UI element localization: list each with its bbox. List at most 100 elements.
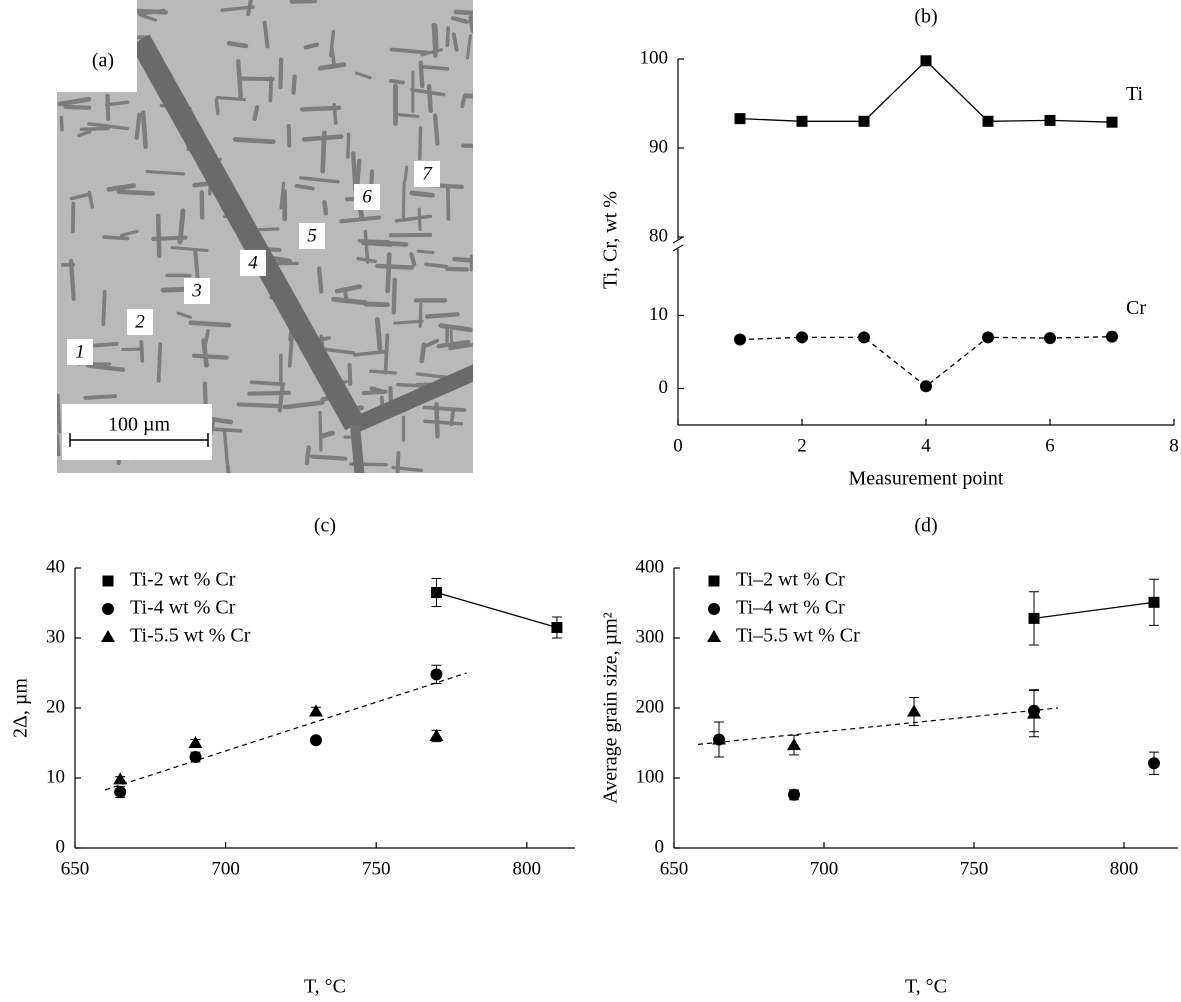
lamella	[463, 146, 495, 147]
legend-marker	[101, 630, 115, 642]
lamella	[422, 67, 447, 69]
y-tick-label: 20	[46, 696, 65, 717]
lamella	[391, 81, 403, 82]
point-label: 6	[362, 186, 372, 207]
x-tick-label: 750	[362, 858, 391, 879]
lamella	[334, 105, 336, 123]
marker	[858, 331, 870, 343]
x-tick-label: 700	[810, 858, 839, 879]
boundary	[355, 425, 360, 480]
series-line	[1034, 602, 1154, 618]
lamella	[454, 259, 482, 261]
marker	[787, 738, 801, 750]
lamella	[229, 43, 246, 46]
lamella	[320, 413, 321, 451]
lamella	[143, 113, 145, 147]
lamella	[297, 186, 313, 189]
chart-title: (d)	[914, 515, 937, 537]
legend-marker	[708, 603, 720, 615]
lamella	[92, 46, 115, 48]
lamella	[280, 387, 283, 410]
y-axis-label: 2Δ, µm	[10, 678, 32, 738]
lamella	[324, 202, 326, 213]
marker	[1107, 117, 1118, 128]
y-tick-label: 90	[649, 136, 668, 157]
series-label: Cr	[1126, 297, 1146, 319]
lamella	[322, 433, 333, 436]
marker	[310, 734, 322, 746]
micrograph: (a) 100 µm 1234567	[57, 0, 495, 489]
lamella	[280, 60, 281, 87]
lamella	[353, 153, 355, 189]
marker	[1106, 331, 1118, 343]
lamella	[312, 457, 345, 459]
lamella	[420, 305, 421, 327]
fit-line	[698, 708, 1058, 744]
lamella	[378, 243, 406, 245]
legend-label: Ti–2 wt % Cr	[736, 569, 845, 591]
lamella	[418, 251, 433, 252]
lamella	[158, 216, 159, 256]
x-tick-label: 4	[921, 435, 931, 456]
lamella	[255, 107, 257, 119]
legend-label: Ti–4 wt % Cr	[736, 597, 845, 619]
chart-panel: 6507007508000100200300400(d)T, °CAverage…	[600, 515, 1178, 998]
lamella	[216, 100, 218, 113]
x-axis-label: T, °C	[304, 976, 346, 998]
lamella	[270, 78, 271, 100]
lamella	[238, 61, 240, 96]
lamella	[371, 371, 396, 373]
y-axis-label: Ti, Cr, wt %	[600, 191, 622, 289]
lamella	[426, 264, 447, 266]
lamella	[397, 453, 398, 489]
y-tick-label: 300	[636, 626, 665, 647]
lamella	[435, 116, 437, 144]
x-tick-label: 650	[61, 858, 90, 879]
x-tick-label: 6	[1045, 435, 1055, 456]
lamella	[61, 117, 62, 129]
marker	[1045, 115, 1056, 126]
x-tick-label: 2	[797, 435, 807, 456]
y-tick-label: 10	[649, 304, 668, 325]
lamella	[377, 320, 380, 349]
marker	[735, 113, 746, 124]
lamella	[60, 20, 91, 24]
lamella	[119, 25, 121, 49]
y-tick-label: 200	[636, 696, 665, 717]
lamella	[228, 466, 230, 484]
marker	[921, 55, 932, 66]
lamella	[194, 356, 227, 358]
lamella	[290, 331, 293, 366]
lamella	[137, 114, 140, 137]
lamella	[65, 107, 89, 108]
lamella	[427, 314, 457, 316]
series-line	[740, 337, 1112, 387]
lamella	[138, 11, 165, 12]
point-label: 4	[248, 252, 258, 273]
y-tick-label: 80	[649, 225, 668, 246]
marker	[907, 705, 921, 717]
x-tick-label: 0	[673, 435, 683, 456]
marker	[1044, 332, 1056, 344]
legend-marker	[707, 630, 721, 642]
lamella	[239, 404, 278, 406]
lamella	[235, 139, 273, 141]
lamella	[385, 335, 387, 373]
marker	[113, 772, 127, 784]
marker	[859, 116, 870, 127]
lamella	[180, 211, 183, 242]
lamella	[412, 193, 433, 195]
lamella	[191, 323, 229, 325]
lamella	[65, 56, 92, 61]
legend-label: Ti-5.5 wt % Cr	[130, 625, 251, 647]
x-axis-label: Measurement point	[849, 468, 1004, 490]
lamella	[350, 365, 351, 384]
lamella	[204, 341, 207, 366]
lamella	[377, 266, 411, 268]
lamella	[195, 251, 197, 279]
scale-bar-label: 100 µm	[108, 414, 171, 436]
marker	[788, 789, 800, 801]
lamella	[397, 114, 418, 116]
y-tick-label: 100	[640, 47, 669, 68]
lamella	[448, 188, 449, 219]
